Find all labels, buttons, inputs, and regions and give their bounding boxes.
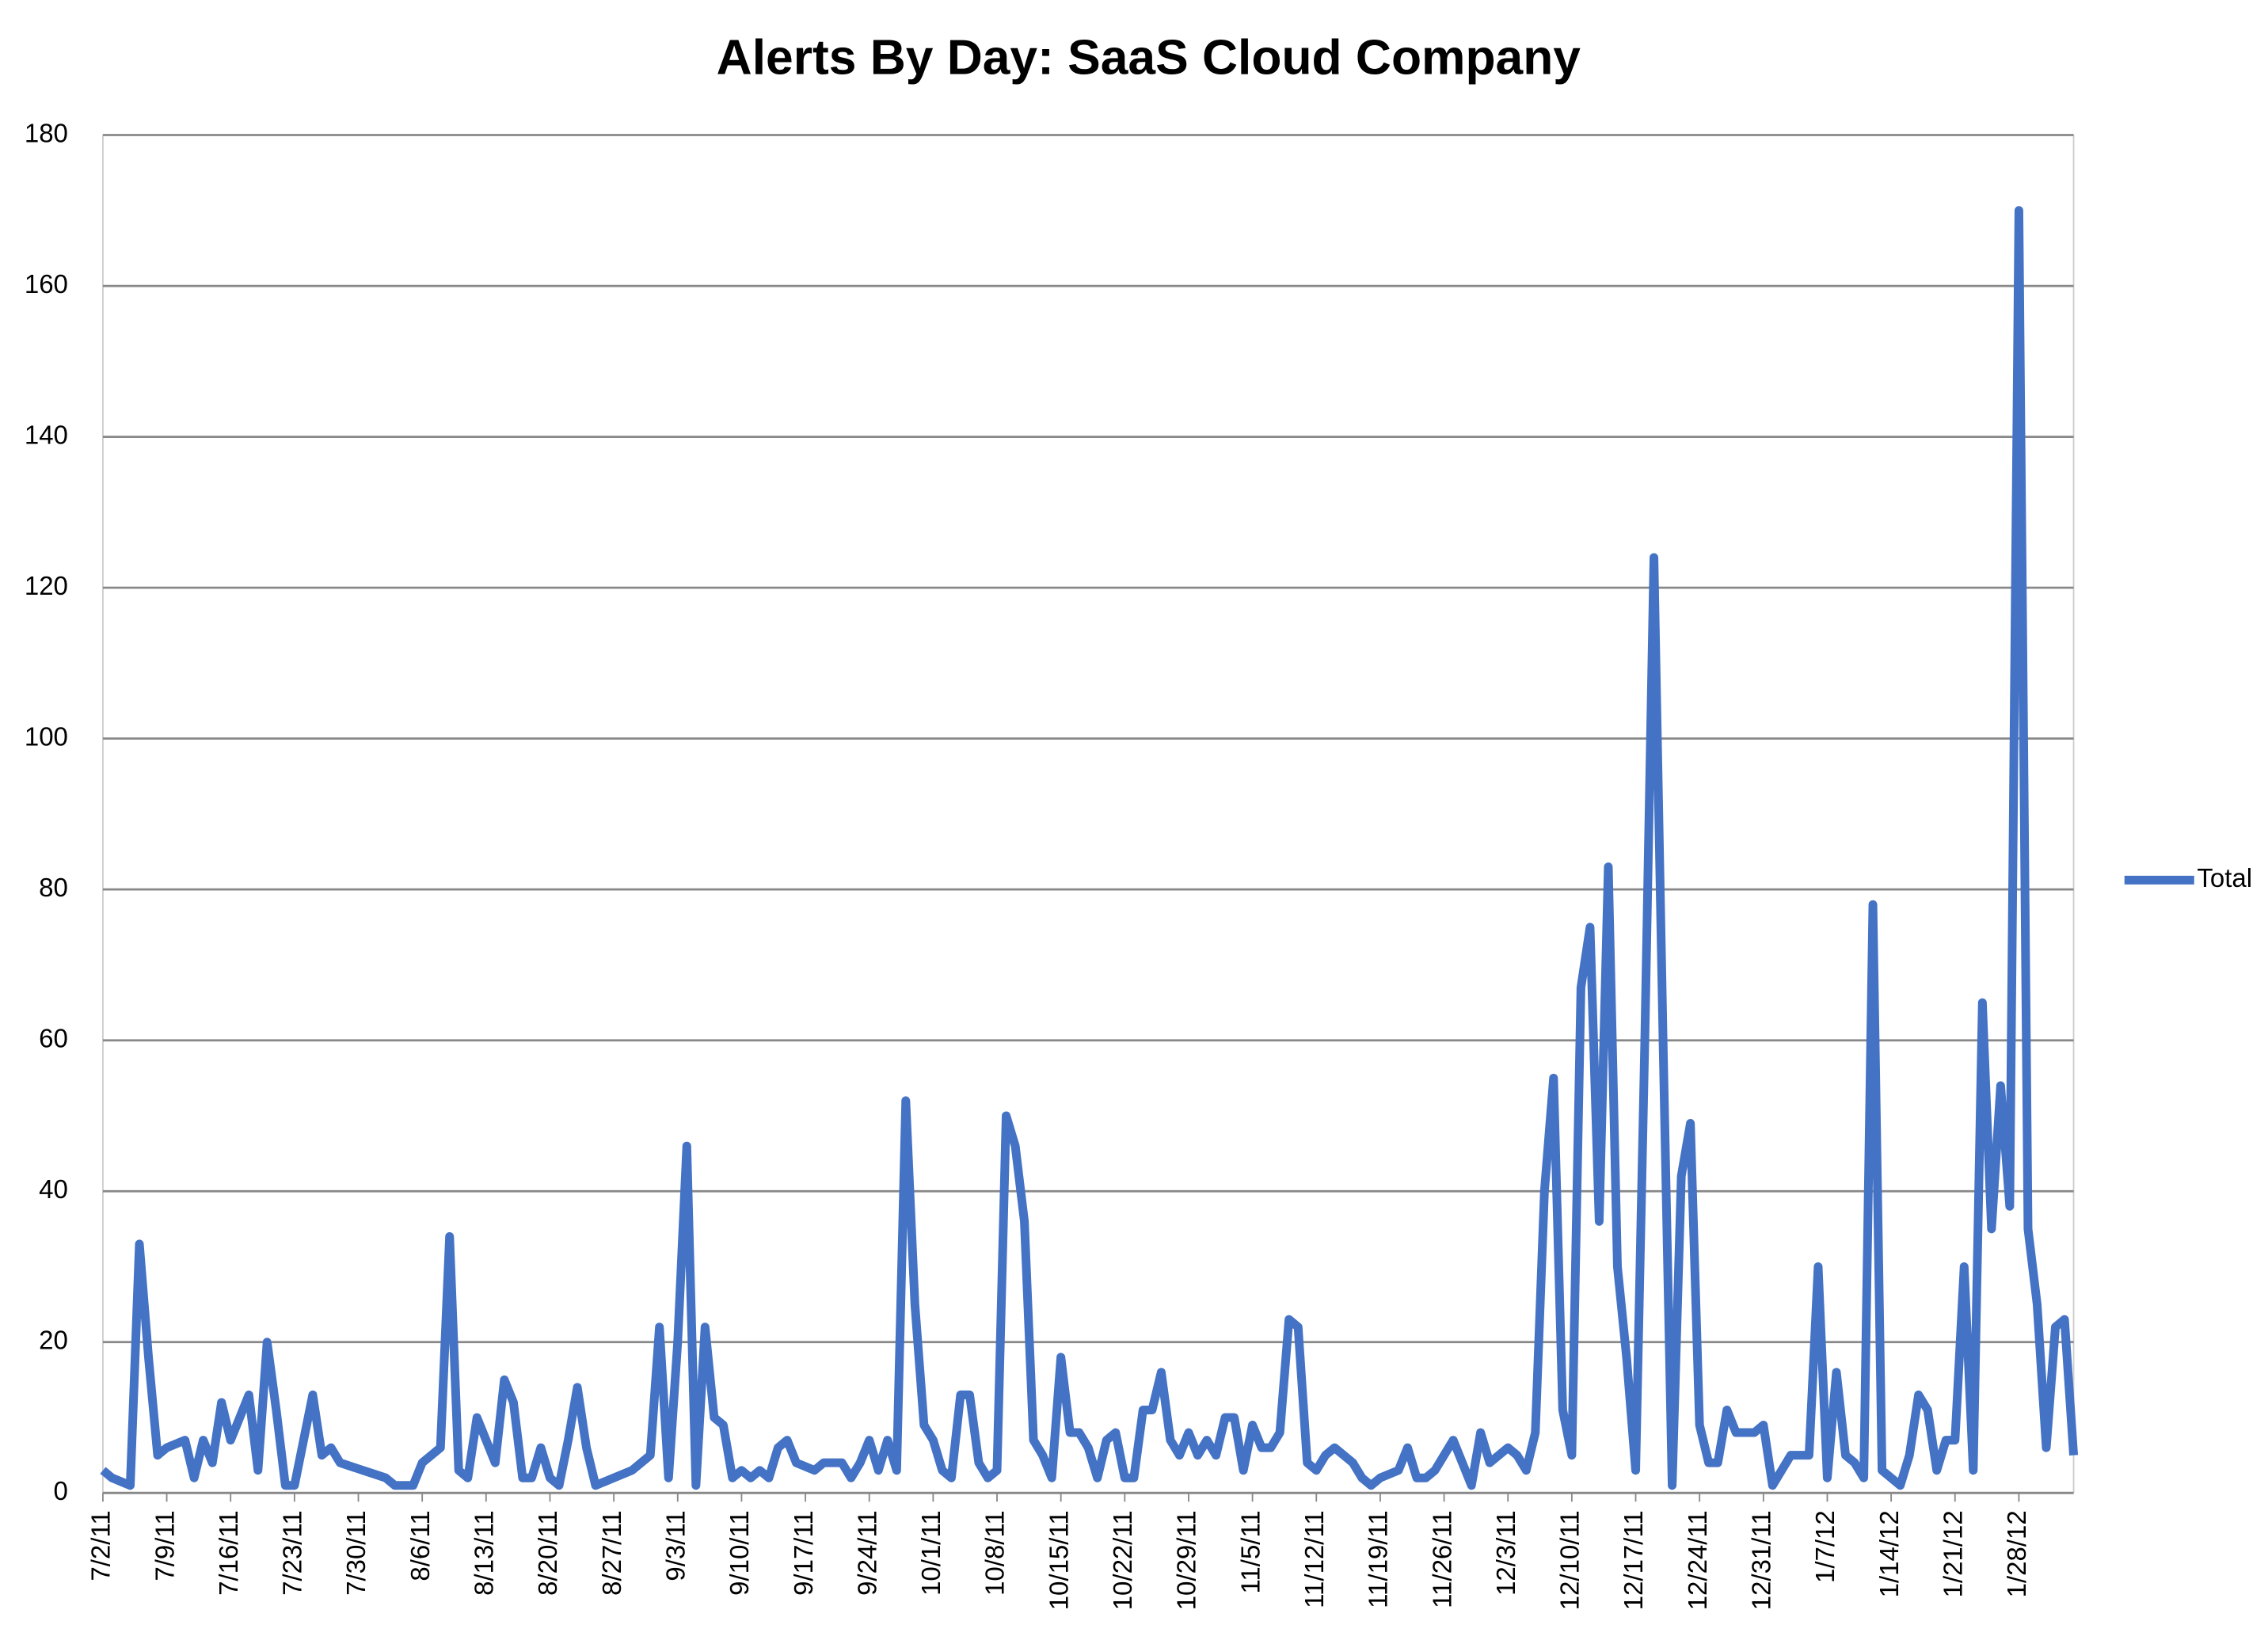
y-tick-label: 140: [25, 420, 68, 449]
x-tick-label: 9/24/11: [852, 1510, 881, 1596]
y-tick-label: 180: [25, 118, 68, 147]
legend-label: Total: [2197, 863, 2252, 892]
x-tick-label: 11/12/11: [1300, 1510, 1329, 1608]
x-tick-label: 8/20/11: [533, 1510, 562, 1596]
x-tick-label: 12/17/11: [1619, 1510, 1648, 1610]
x-tick-label: 9/10/11: [725, 1510, 754, 1596]
y-tick-label: 0: [54, 1476, 68, 1505]
x-tick-label: 7/30/11: [341, 1510, 371, 1596]
y-tick-label: 60: [39, 1023, 68, 1052]
x-tick-label: 7/23/11: [278, 1510, 307, 1596]
y-tick-label: 120: [25, 571, 68, 600]
x-tick-label: 9/3/11: [660, 1510, 690, 1581]
x-tick-label: 1/28/12: [2002, 1510, 2031, 1597]
x-tick-label: 10/15/11: [1044, 1510, 1073, 1610]
x-tick-label: 7/2/11: [86, 1510, 116, 1581]
x-tick-label: 1/7/12: [1810, 1510, 1840, 1583]
y-tick-label: 160: [25, 269, 68, 299]
y-tick-label: 100: [25, 721, 68, 751]
y-tick-label: 80: [39, 873, 68, 902]
x-tick-label: 12/3/11: [1491, 1510, 1520, 1596]
x-tick-label: 7/9/11: [150, 1510, 179, 1581]
chart-title: Alerts By Day: SaaS Cloud Company: [717, 30, 1581, 85]
x-tick-label: 11/19/11: [1364, 1510, 1393, 1608]
x-tick-label: 9/17/11: [789, 1510, 818, 1596]
x-tick-label: 10/8/11: [980, 1510, 1010, 1596]
x-tick-label: 1/21/12: [1938, 1510, 1967, 1597]
x-tick-label: 1/14/12: [1874, 1510, 1904, 1597]
x-tick-label: 12/31/11: [1747, 1510, 1776, 1610]
x-tick-label: 7/16/11: [214, 1510, 243, 1596]
x-tick-label: 8/13/11: [470, 1510, 499, 1596]
data-line: [100, 206, 2079, 1490]
x-tick-label: 12/24/11: [1683, 1510, 1712, 1610]
x-tick-label: 8/27/11: [597, 1510, 626, 1596]
y-tick-label: 20: [39, 1325, 68, 1354]
x-tick-label: 10/22/11: [1108, 1510, 1137, 1610]
y-tick-label: 40: [39, 1174, 68, 1204]
x-tick-label: 11/26/11: [1427, 1510, 1456, 1608]
x-tick-label: 8/6/11: [405, 1510, 435, 1581]
x-tick-label: 10/1/11: [916, 1510, 946, 1596]
x-tick-label: 10/29/11: [1172, 1510, 1201, 1610]
x-tick-label: 12/10/11: [1555, 1510, 1585, 1610]
x-tick-label: 11/5/11: [1235, 1510, 1265, 1593]
